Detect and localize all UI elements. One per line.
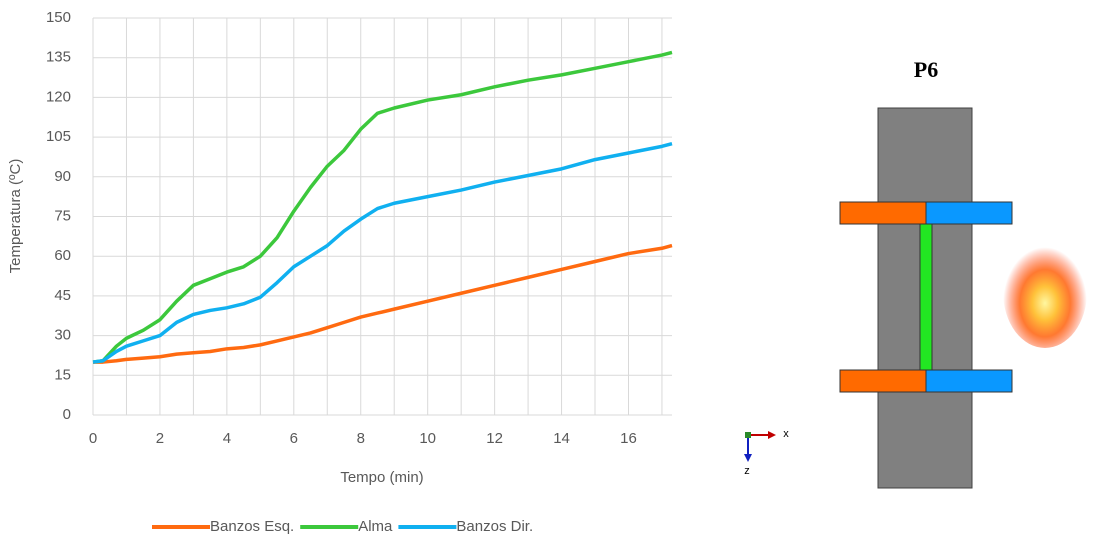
y-tick-label: 45 <box>54 287 71 304</box>
x-tick-label: 10 <box>419 430 436 447</box>
y-tick-label: 105 <box>46 128 71 145</box>
x-tick-label: 4 <box>223 430 231 447</box>
y-tick-label: 30 <box>54 327 71 344</box>
x-tick-label: 2 <box>156 430 164 447</box>
y-tick-label: 15 <box>54 366 71 383</box>
axis-x-head <box>768 431 776 439</box>
axis-z-label: z <box>744 465 750 477</box>
flange-left-top <box>839 201 927 225</box>
diagram-title: P6 <box>914 57 938 82</box>
line-series <box>93 243 673 364</box>
chart: 0 15 30 45 60 75 90 105 120 135 150 0 2 4 6 8 10 12 14 16 Ba… <box>46 9 673 535</box>
line-series <box>92 50 673 364</box>
x-tick-label: 16 <box>620 430 637 447</box>
section-diagram: P6 x z <box>744 57 1087 489</box>
axis-z-head <box>744 454 752 462</box>
fire <box>1003 236 1087 348</box>
y-tick-label: 0 <box>63 406 71 423</box>
flange-left-bottom <box>839 369 927 393</box>
y-tick-label: 150 <box>46 9 71 26</box>
axis-origin <box>745 432 751 438</box>
x-tick-label: 12 <box>486 430 503 447</box>
legend-label: Banzos Esq. <box>210 518 294 535</box>
legend-label: Alma <box>358 518 393 535</box>
web <box>919 223 933 371</box>
x-tick-label: 0 <box>89 430 97 447</box>
flange-right-top <box>925 201 1013 225</box>
axis-x-label: x <box>783 428 789 440</box>
line-series <box>92 142 673 364</box>
legend-label: Banzos Dir. <box>456 518 533 535</box>
x-tick-label: 8 <box>357 430 365 447</box>
x-tick-label: 6 <box>290 430 298 447</box>
y-axis-title: Temperatura (ºC) <box>7 159 24 274</box>
x-axis-title: Tempo (min) <box>340 469 423 486</box>
y-tick-label: 90 <box>54 168 71 185</box>
y-tick-label: 75 <box>54 207 71 224</box>
y-tick-label: 120 <box>46 88 71 105</box>
y-tick-label: 60 <box>54 247 71 264</box>
y-tick-label: 135 <box>46 49 71 66</box>
flange-right-bottom <box>925 369 1013 393</box>
x-tick-label: 14 <box>553 430 570 447</box>
